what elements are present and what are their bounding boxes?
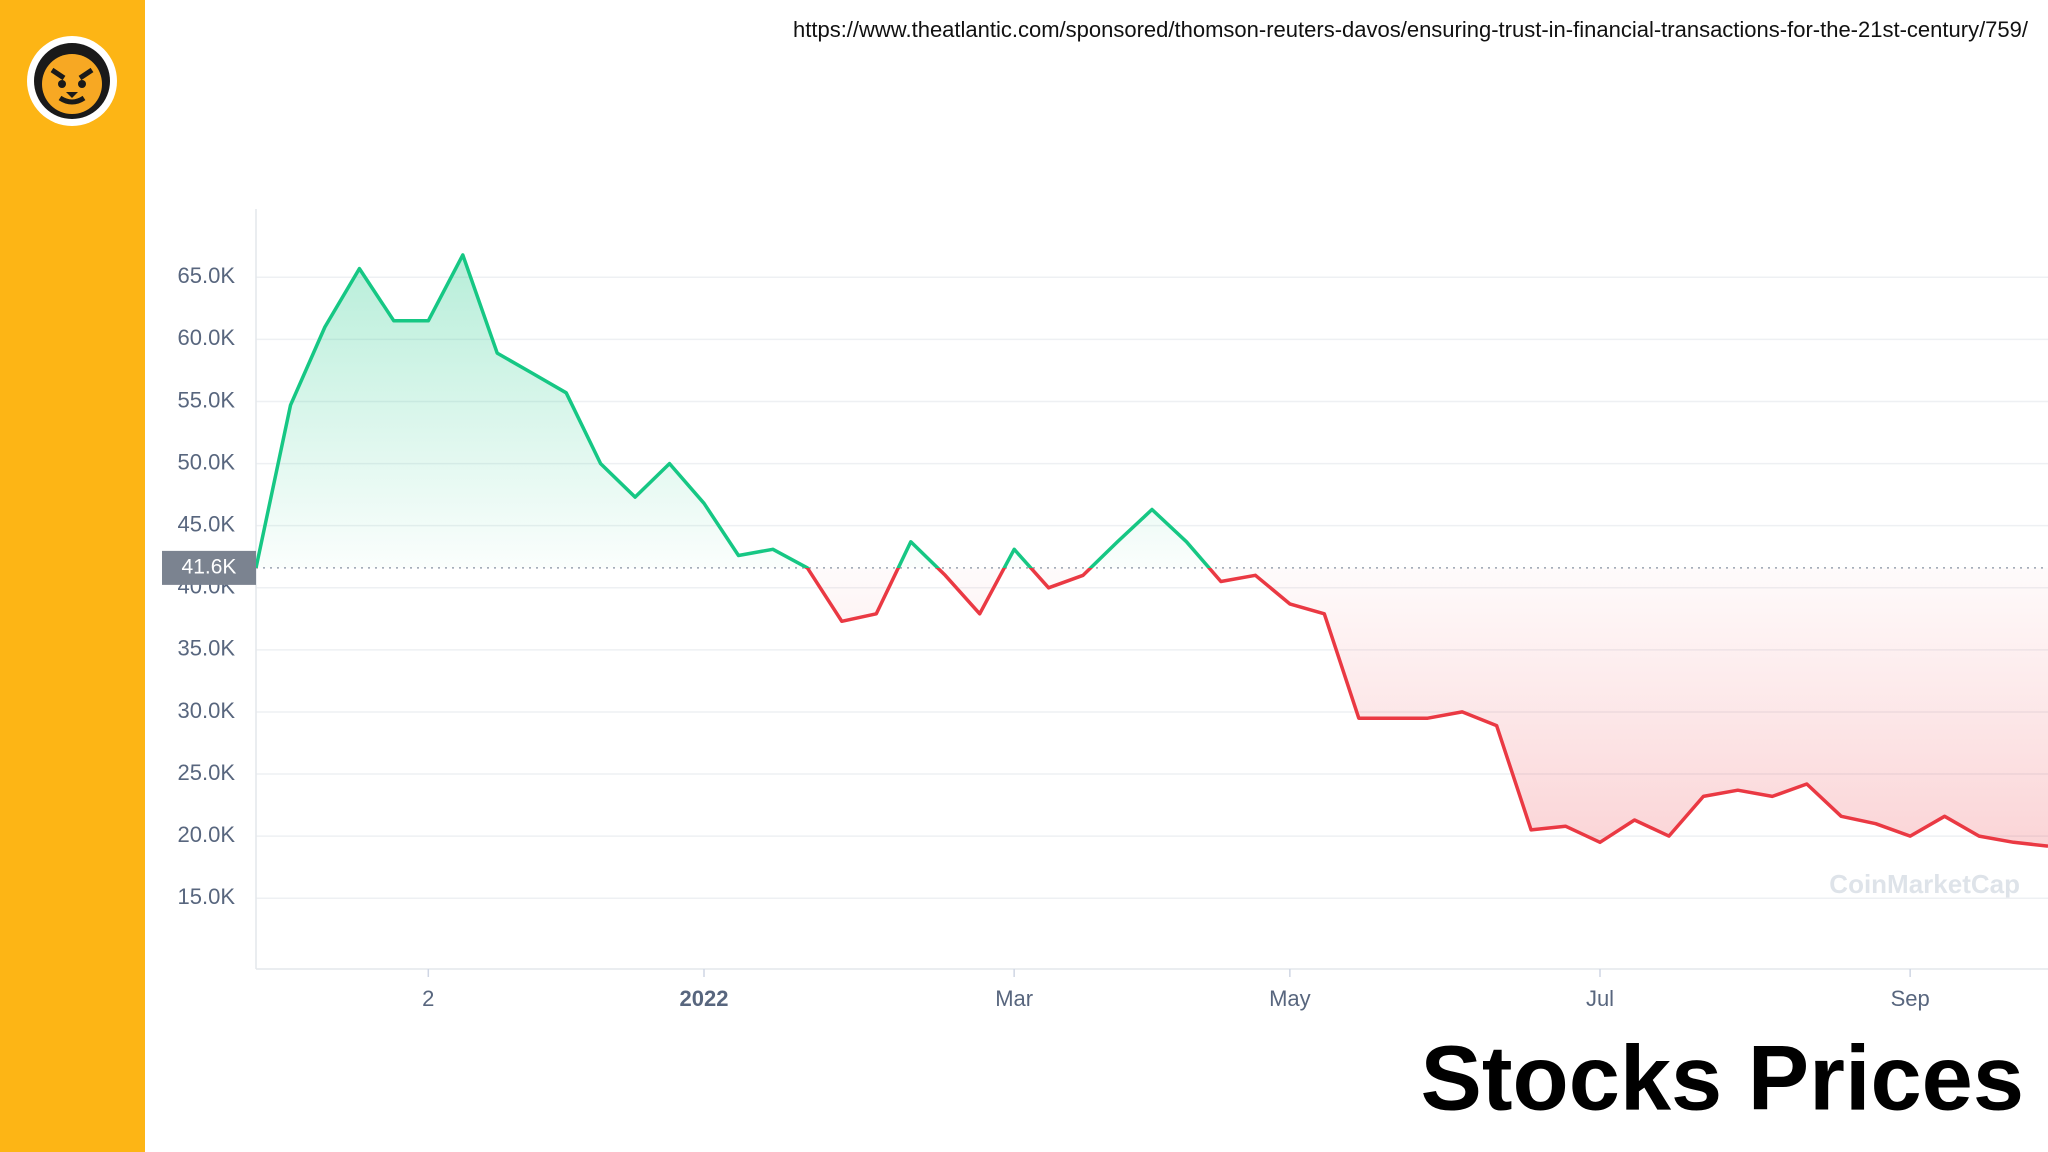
sidebar xyxy=(0,0,145,1152)
caption: Stocks Prices xyxy=(1421,1027,2024,1129)
y-tick-label: 35.0K xyxy=(178,636,236,661)
area-fill xyxy=(256,254,2048,847)
watermark: CoinMarketCap xyxy=(1829,869,2020,899)
y-tick-label: 45.0K xyxy=(178,511,236,536)
x-tick-label: 2022 xyxy=(680,986,729,1011)
y-tick-label: 60.0K xyxy=(178,325,236,350)
y-tick-label: 50.0K xyxy=(178,449,236,474)
x-tick-label: 2 xyxy=(422,986,434,1011)
y-tick-label: 55.0K xyxy=(178,387,236,412)
x-tick-label: Sep xyxy=(1891,986,1930,1011)
y-tick-label: 25.0K xyxy=(178,760,236,785)
y-tick-label: 15.0K xyxy=(178,884,236,909)
y-tick-label: 65.0K xyxy=(178,263,236,288)
x-tick-label: Mar xyxy=(995,986,1033,1011)
price-line xyxy=(254,253,2048,848)
reference-label: 41.6K xyxy=(182,555,237,578)
logo xyxy=(27,36,117,126)
reference-label-box xyxy=(162,550,256,585)
source-url: https://www.theatlantic.com/sponsored/th… xyxy=(793,17,2029,42)
x-tick-label: May xyxy=(1269,986,1311,1011)
y-tick-label: 30.0K xyxy=(178,698,236,723)
y-tick-label: 20.0K xyxy=(178,822,236,847)
x-tick-label: Jul xyxy=(1586,986,1614,1011)
